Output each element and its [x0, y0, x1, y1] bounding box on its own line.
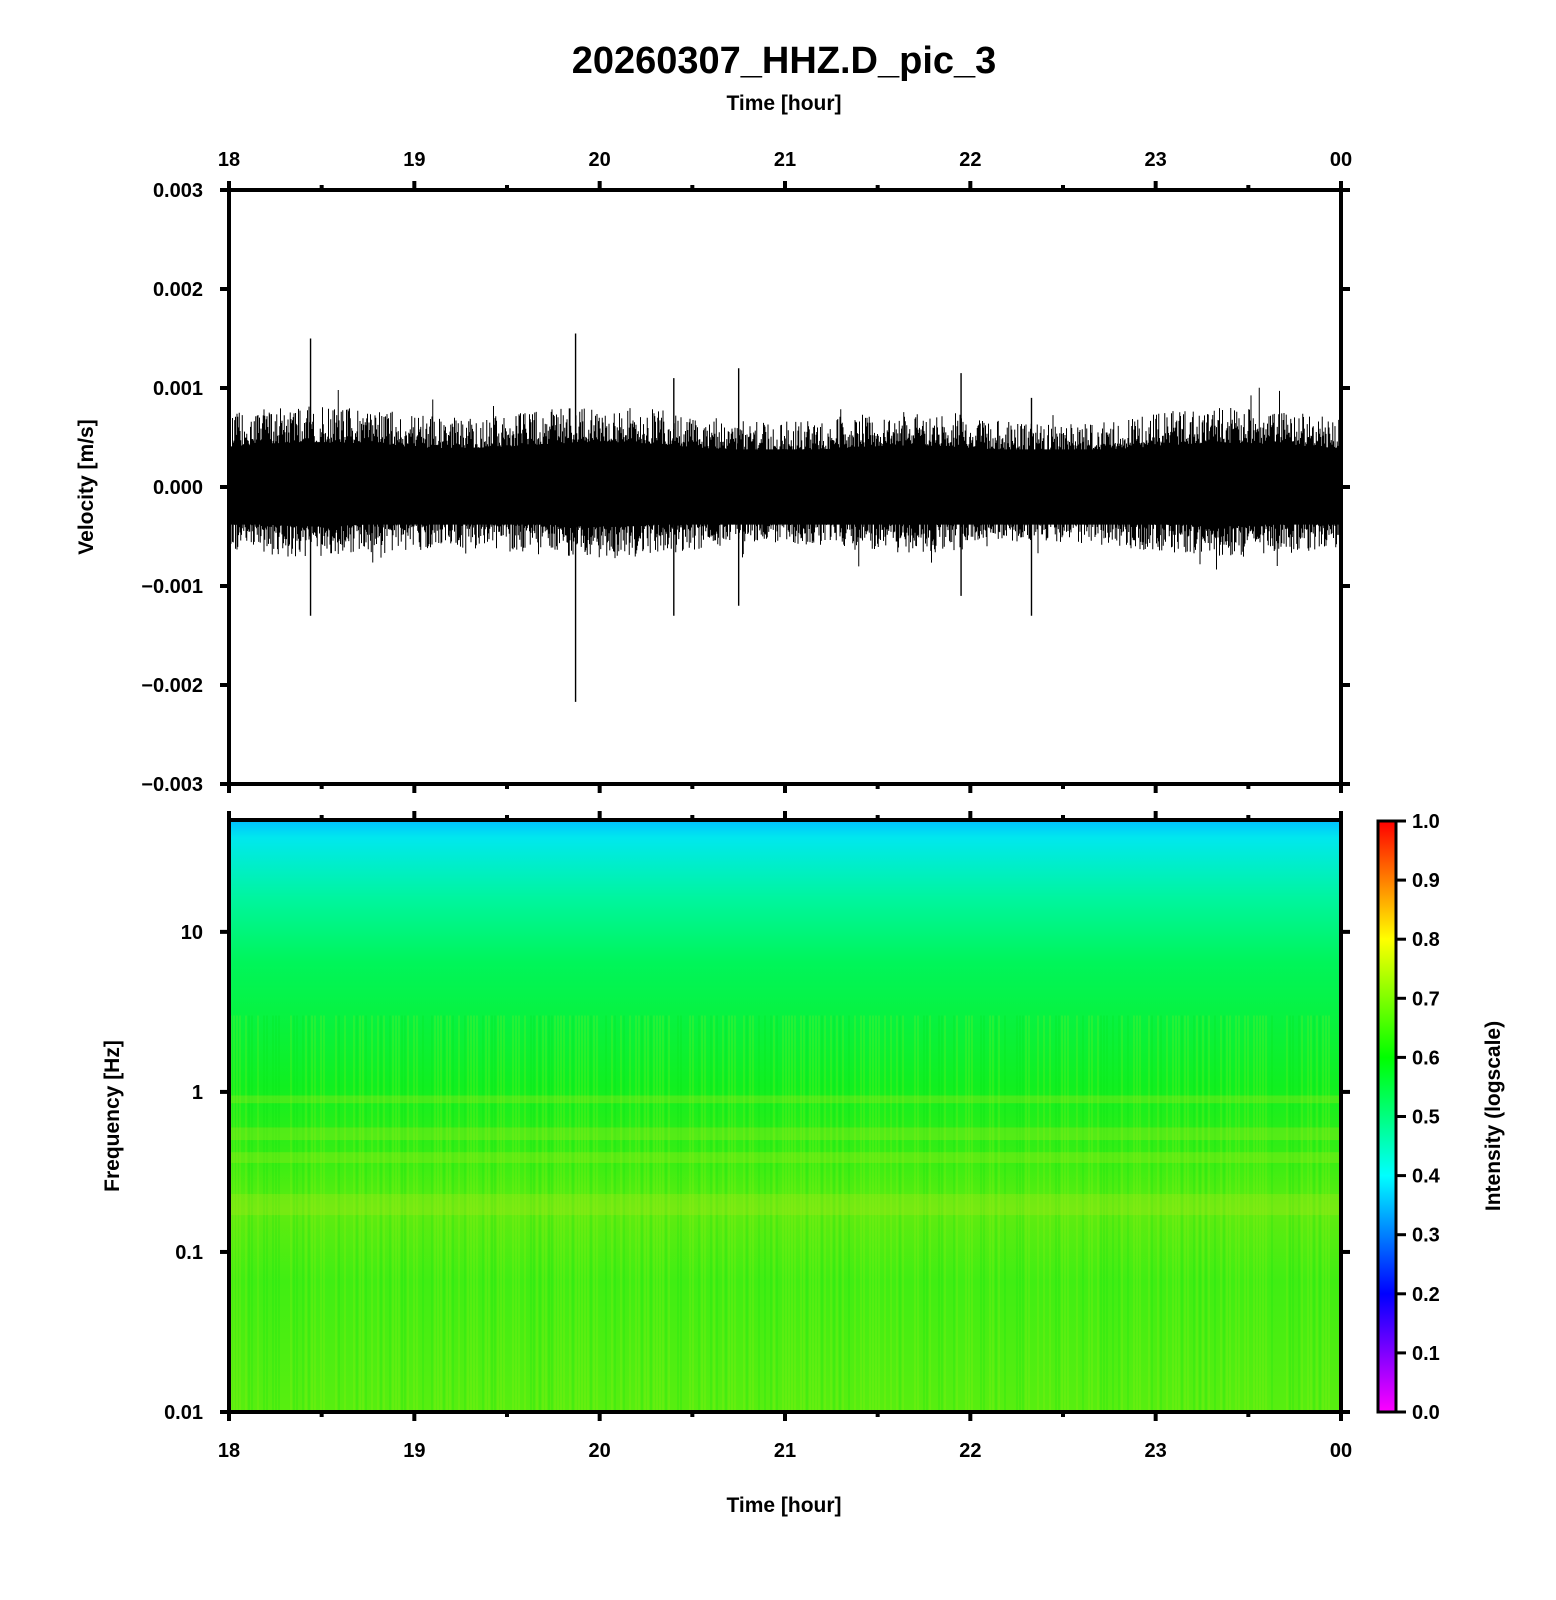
bottom-x-tick-label: 21 [774, 1440, 796, 1462]
velocity-tick-label: 0.000 [153, 477, 203, 499]
waveform-core [231, 449, 1339, 525]
velocity-tick-label: −0.002 [141, 675, 203, 697]
bottom-x-tick-label: 20 [589, 1440, 611, 1462]
frequency-tick-label: 0.1 [175, 1242, 203, 1264]
spectrogram-band [231, 1152, 1339, 1163]
waveform-trace [230, 387, 1340, 570]
frequency-tick-label: 10 [181, 922, 203, 944]
top-x-axis-label: Time [hour] [726, 92, 841, 115]
velocity-tick-labels: 0.003 0.002 0.001 0.000 −0.001 −0.002 −0.003 [141, 180, 203, 796]
colorbar-tick-label: 0.7 [1412, 988, 1440, 1010]
waveform-ticks [220, 181, 1350, 793]
colorbar-tick-label: 0.5 [1412, 1107, 1440, 1129]
top-x-tick-labels: 18 19 20 21 22 23 00 [218, 149, 1352, 171]
spectrogram-stripes [230, 1015, 1339, 1410]
bottom-x-tick-label: 22 [959, 1440, 981, 1462]
colorbar-tick-label: 0.3 [1412, 1225, 1440, 1247]
bottom-x-axis-label: Time [hour] [726, 1494, 841, 1517]
top-x-tick-label: 23 [1145, 149, 1167, 171]
colorbar-ticks: 1.0 0.9 0.8 0.7 0.6 0.5 0.4 0.3 0.2 0.1 0.0 [1396, 811, 1441, 1424]
spectrogram-band [231, 1194, 1339, 1216]
colorbar-tick-label: 0.6 [1412, 1047, 1440, 1069]
colorbar-tick-label: 0.4 [1412, 1166, 1441, 1188]
chart-title: 20260307_HHZ.D_pic_3 [572, 40, 997, 82]
colorbar-tick-label: 0.1 [1412, 1343, 1440, 1365]
waveform-spikes [309, 333, 1033, 702]
colorbar [1376, 819, 1398, 1414]
spectrogram-image [229, 820, 1341, 1412]
top-x-tick-label: 18 [218, 149, 240, 171]
spectrogram-band [231, 1127, 1339, 1141]
bottom-x-tick-label: 00 [1330, 1440, 1352, 1462]
spectrogram-ticks [220, 811, 1350, 1421]
waveform-panel [220, 181, 1350, 793]
bottom-x-tick-label: 18 [218, 1440, 240, 1462]
spectrogram-panel [220, 811, 1350, 1421]
velocity-tick-label: −0.001 [141, 576, 203, 598]
velocity-tick-label: 0.003 [153, 180, 203, 202]
frequency-axis-label: Frequency [Hz] [101, 1040, 124, 1192]
frequency-tick-label: 0.01 [164, 1402, 203, 1424]
top-x-tick-label: 00 [1330, 149, 1352, 171]
colorbar-tick-label: 0.2 [1412, 1284, 1440, 1306]
top-x-tick-label: 20 [589, 149, 611, 171]
colorbar-tick-label: 1.0 [1412, 811, 1440, 833]
velocity-tick-label: −0.003 [141, 774, 203, 796]
velocity-tick-label: 0.002 [153, 279, 203, 301]
bottom-x-tick-label: 23 [1145, 1440, 1167, 1462]
bottom-x-tick-labels: 18 19 20 21 22 23 00 [218, 1440, 1352, 1462]
spectrogram-dark-stripes [248, 1015, 1321, 1410]
top-x-tick-label: 22 [959, 149, 981, 171]
top-x-tick-label: 21 [774, 149, 796, 171]
bottom-x-tick-label: 19 [403, 1440, 425, 1462]
velocity-axis-label: Velocity [m/s] [75, 419, 98, 554]
colorbar-label: Intensity (logscale) [1482, 1021, 1505, 1211]
frequency-tick-labels: 10 1 0.1 0.01 [164, 922, 203, 1424]
velocity-tick-label: 0.001 [153, 378, 203, 400]
top-x-tick-label: 19 [403, 149, 425, 171]
spectrogram-band [231, 1095, 1339, 1104]
colorbar-tick-label: 0.9 [1412, 870, 1440, 892]
colorbar-tick-label: 0.0 [1412, 1402, 1440, 1424]
colorbar-tick-label: 0.8 [1412, 929, 1440, 951]
frequency-tick-label: 1 [192, 1082, 203, 1104]
